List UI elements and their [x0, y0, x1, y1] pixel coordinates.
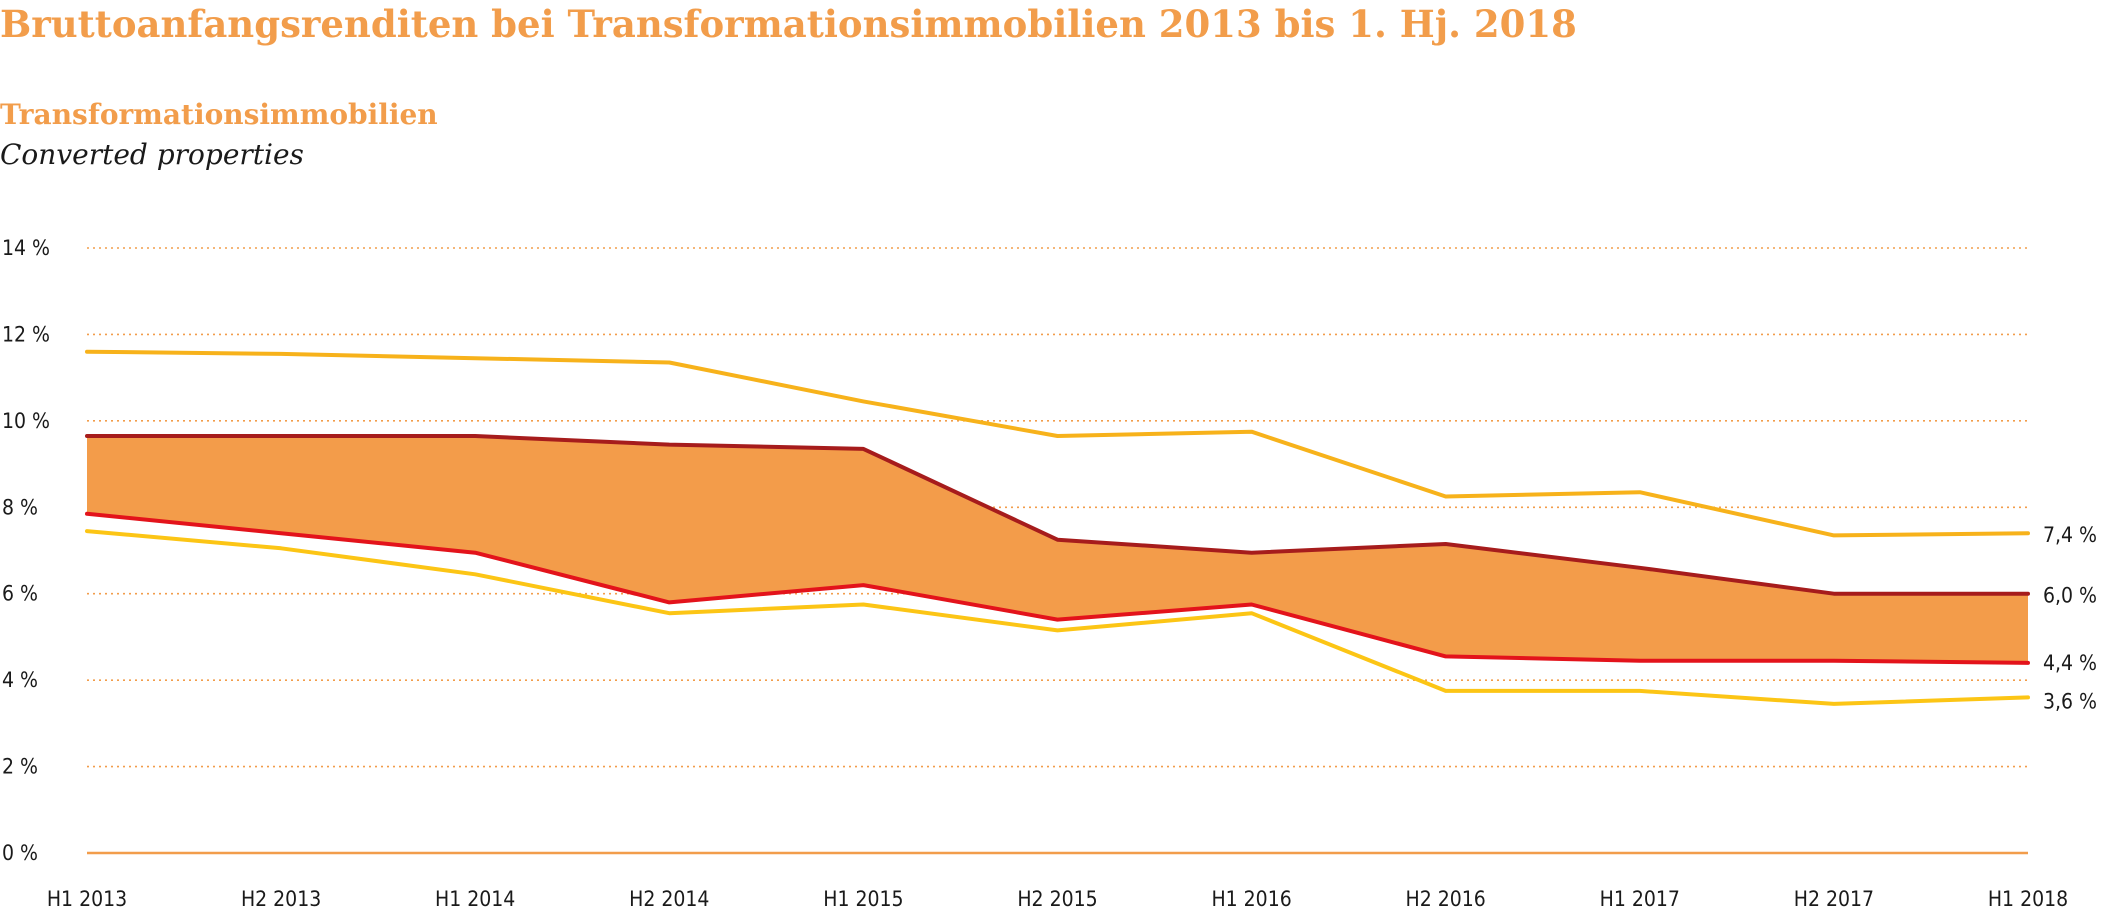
y-tick-label: 8 % [2, 495, 38, 519]
x-tick-label: H1 2013 [47, 887, 127, 908]
y-tick-label: 4 % [2, 668, 38, 692]
x-tick-label: H2 2017 [1794, 887, 1874, 908]
end-value-label: 6,0 % [2043, 584, 2097, 608]
series-lines [85, 349, 2030, 706]
x-tick-label: H1 2014 [435, 887, 515, 908]
end-value-label: 7,4 % [2043, 523, 2097, 547]
x-tick-label: H1 2017 [1600, 887, 1680, 908]
end-value-label: 4,4 % [2043, 651, 2097, 675]
y-tick-label: 12 % [2, 322, 50, 346]
end-labels: 7,4 % 6,0 % 4,4 % 3,6 % [2043, 523, 2097, 713]
gridlines [87, 247, 2028, 855]
y-tick-label: 6 % [2, 582, 38, 606]
x-axis-ticks: H1 2013 H2 2013 H1 2014 H2 2014 H1 2015 H2 20… [47, 887, 2068, 908]
end-value-label: 3,6 % [2043, 689, 2097, 713]
x-tick-label: H1 2015 [823, 887, 903, 908]
x-tick-label: H1 2016 [1211, 887, 1291, 908]
x-tick-label: H2 2016 [1406, 887, 1486, 908]
x-tick-label: H1 2018 [1988, 887, 2068, 908]
y-tick-label: 10 % [2, 409, 50, 433]
band-bottom-line [85, 511, 2030, 665]
chart-subtitle: Transformationsimmobilien [0, 98, 438, 131]
x-tick-label: H2 2015 [1017, 887, 1097, 908]
band-top-line [85, 434, 2030, 596]
y-axis-ticks: 0 % 2 % 4 % 6 % 8 % 10 % 12 % 14 % [2, 236, 50, 865]
upper-outer-line [85, 349, 2030, 538]
band-fill [87, 436, 2028, 663]
y-tick-label: 14 % [2, 236, 50, 260]
y-tick-label: 0 % [2, 841, 38, 865]
chart-title: Bruttoanfangsrenditen bei Transformation… [0, 2, 1577, 46]
x-tick-label: H2 2013 [241, 887, 321, 908]
lower-outer-line [85, 529, 2030, 706]
x-tick-label: H2 2014 [629, 887, 709, 908]
band-area [87, 436, 2028, 663]
y-tick-label: 2 % [2, 755, 38, 779]
chart-subtitle-english: Converted properties [0, 138, 304, 171]
